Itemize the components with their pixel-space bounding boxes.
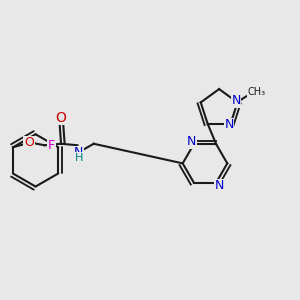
Text: O: O [24,136,34,149]
Text: N: N [224,118,234,131]
Text: N: N [231,94,241,107]
Text: H: H [74,153,83,163]
Text: CH₃: CH₃ [248,87,266,97]
Text: N: N [187,135,196,148]
Text: N: N [214,179,224,192]
Text: F: F [48,139,55,152]
Text: N: N [74,146,83,159]
Text: O: O [55,111,66,124]
